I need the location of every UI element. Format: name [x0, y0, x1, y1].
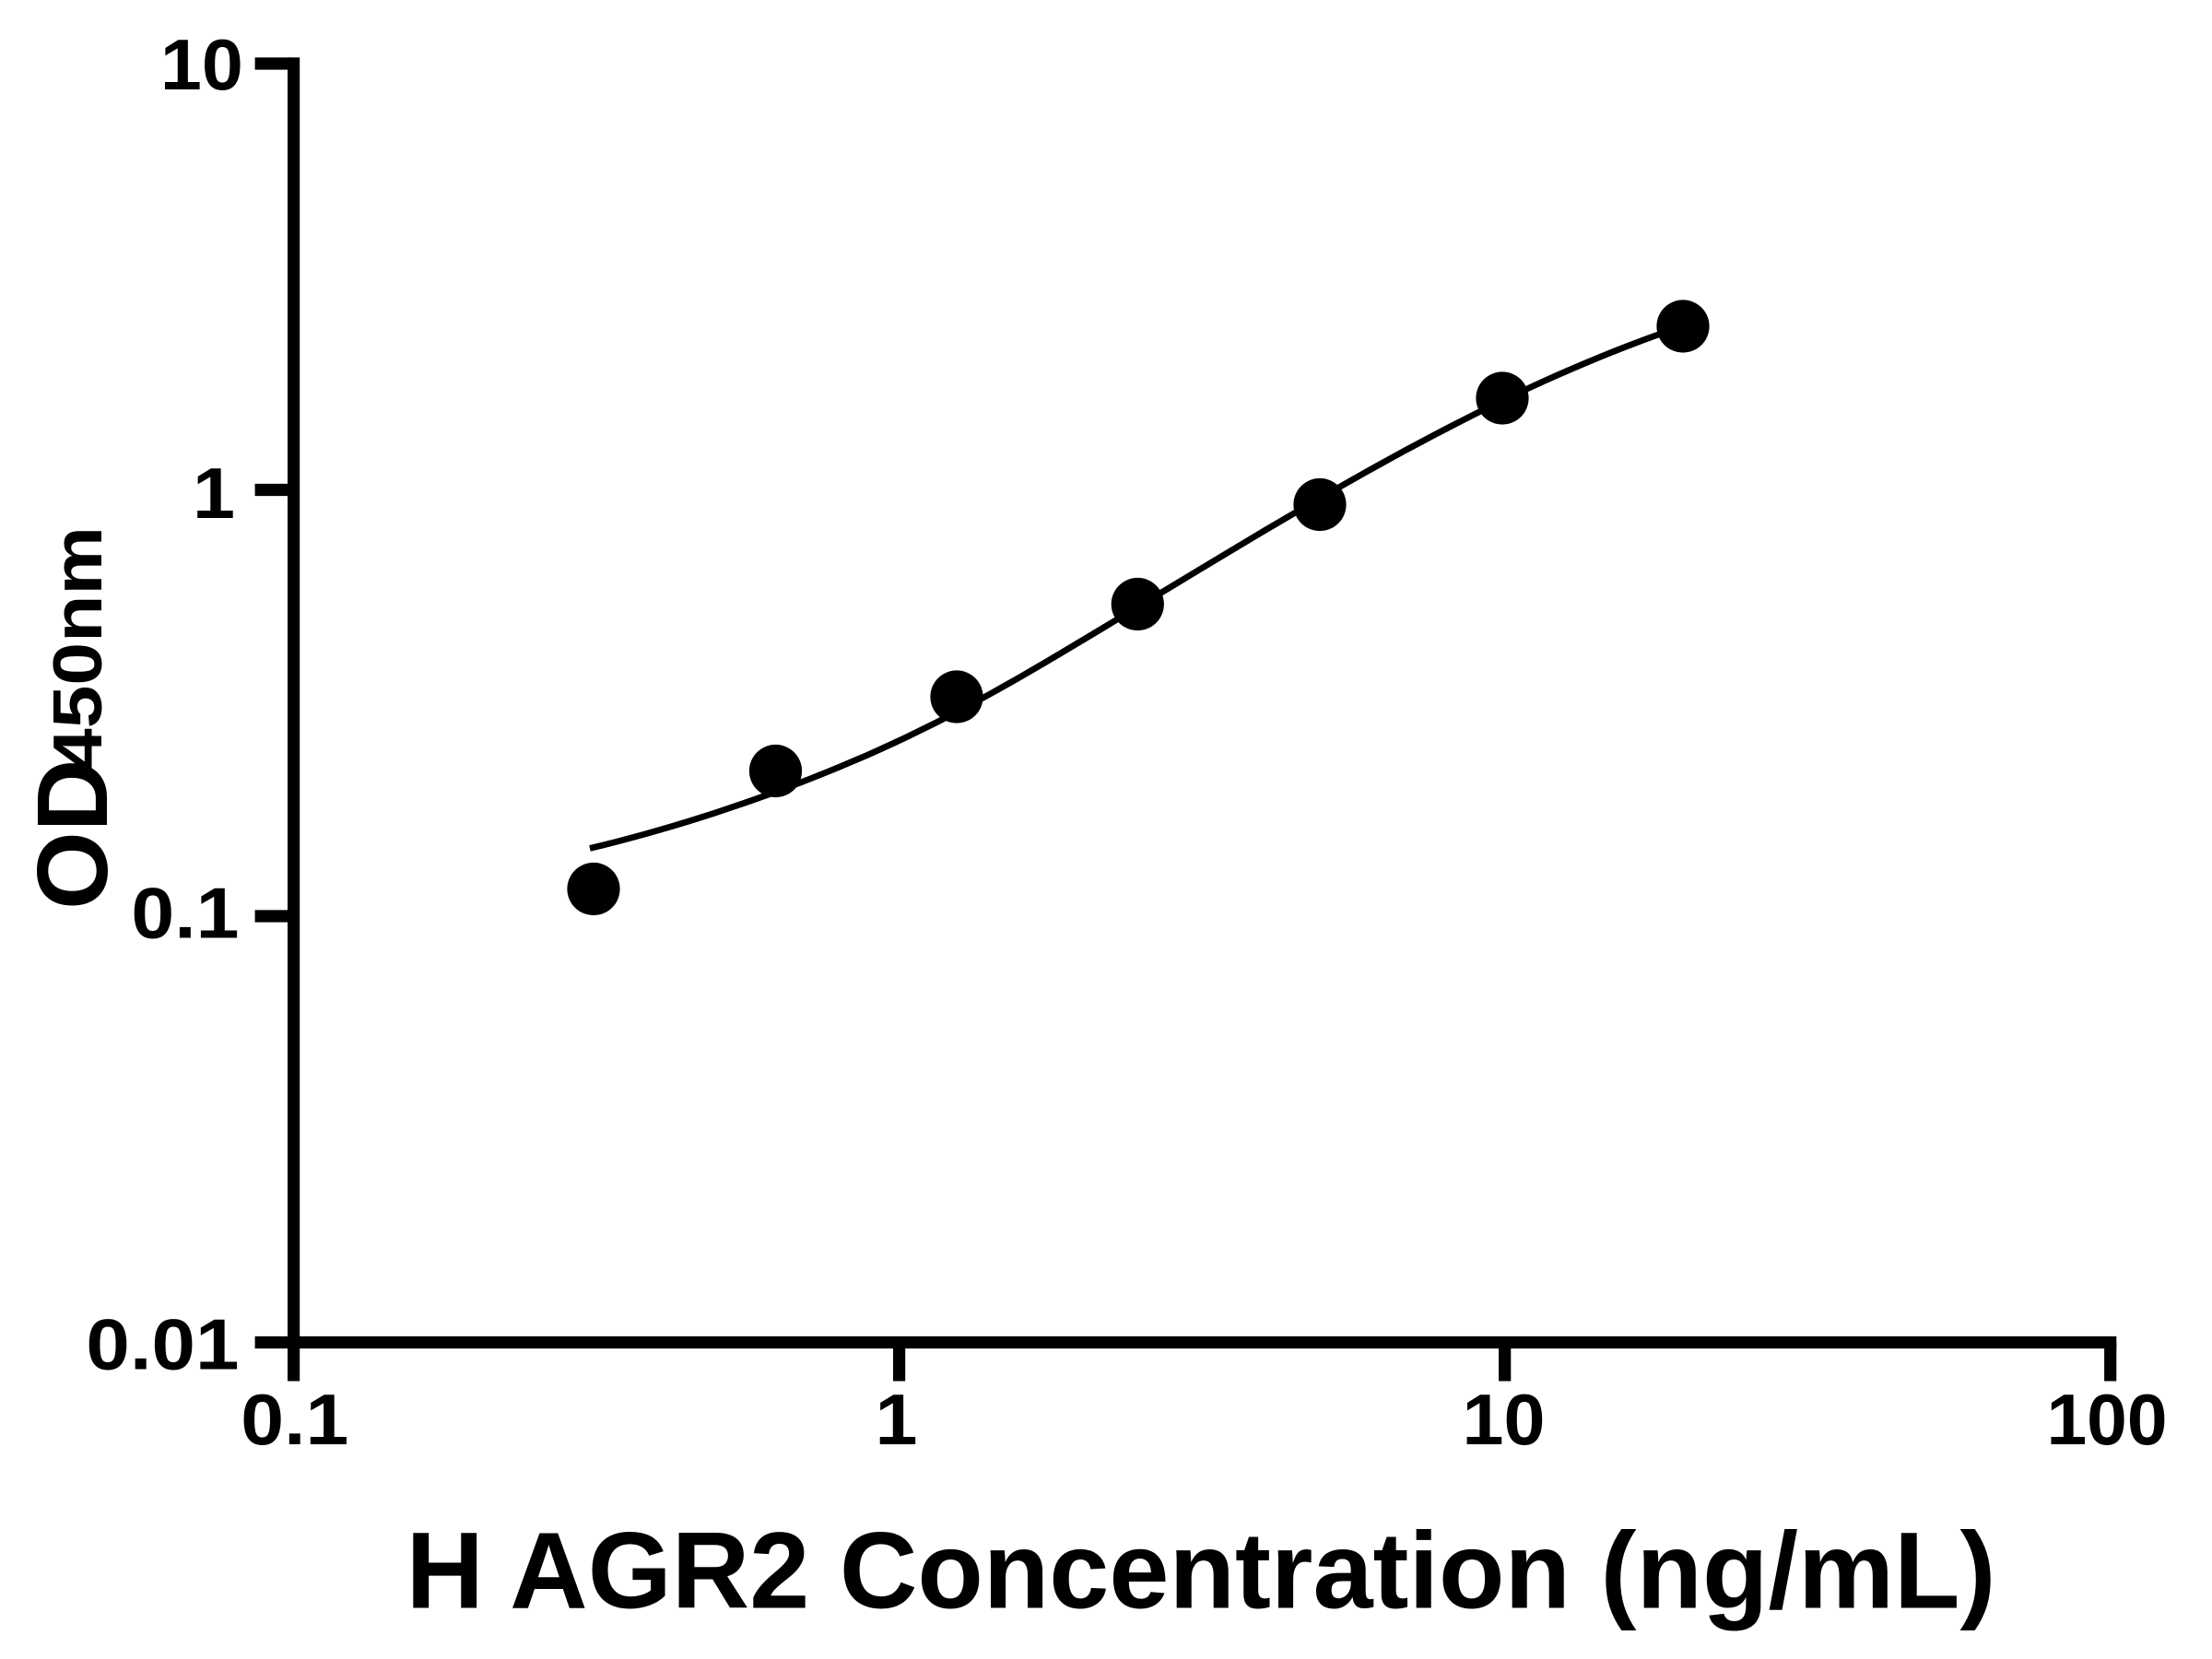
svg-text:10: 10 — [160, 24, 243, 105]
svg-text:H AGR2 Concentration (ng/mL): H AGR2 Concentration (ng/mL) — [406, 1511, 1996, 1632]
svg-text:10: 10 — [1463, 1379, 1546, 1460]
svg-text:0.01: 0.01 — [86, 1303, 239, 1384]
svg-text:0.1: 0.1 — [131, 872, 239, 953]
svg-text:1: 1 — [193, 453, 235, 534]
svg-text:100: 100 — [2047, 1379, 2168, 1460]
svg-text:0.1: 0.1 — [241, 1379, 348, 1460]
svg-text:450nm: 450nm — [39, 526, 116, 771]
svg-text:1: 1 — [876, 1379, 918, 1460]
svg-text:OD: OD — [17, 759, 129, 911]
